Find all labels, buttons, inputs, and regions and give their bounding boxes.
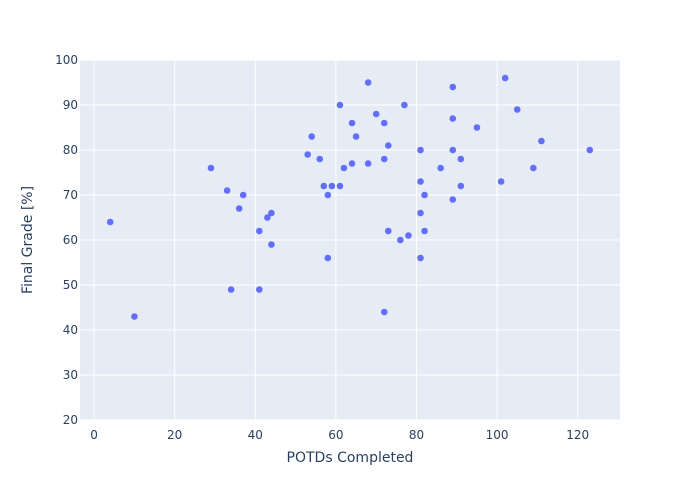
scatter-point: [497, 178, 505, 185]
y-axis-title: Final Grade [%]: [20, 186, 36, 294]
y-axis-tick-labels: 20 30 40 50 60 70 80 90 100: [55, 53, 78, 427]
scatter-point: [397, 236, 404, 244]
x-axis-title: POTDs Completed: [287, 450, 414, 466]
scatter-point: [530, 164, 537, 172]
scatter-point: [268, 209, 275, 217]
scatter-point: [457, 155, 465, 163]
scatter-point: [316, 155, 324, 163]
scatter-point: [513, 106, 521, 113]
scatter-point: [131, 313, 138, 320]
scatter-point: [538, 137, 545, 145]
x-axis-tick-labels: 0 20 40 60 80 100 120: [90, 428, 589, 442]
scatter-point: [320, 182, 328, 190]
scatter-point: [449, 115, 457, 122]
scatter-point: [473, 124, 481, 131]
scatter-point: [324, 254, 332, 262]
scatter-point: [364, 79, 372, 86]
scatter-point: [417, 178, 424, 185]
scatter-point: [449, 196, 457, 203]
scatter-point: [304, 151, 311, 158]
scatter-point: [501, 74, 509, 82]
scatter-point: [380, 119, 388, 127]
scatter-point: [380, 308, 388, 316]
scatter-point: [264, 214, 271, 221]
scatter-point: [106, 218, 114, 226]
scatter-point: [417, 209, 424, 217]
scatter-point: [256, 286, 263, 293]
x-tick-label: 80: [409, 428, 424, 442]
x-tick-label: 120: [566, 428, 589, 442]
scatter-point: [372, 110, 380, 118]
scatter-point: [449, 146, 457, 154]
x-tick-label: 0: [90, 428, 98, 442]
scatter-point: [348, 160, 356, 167]
scatter-point: [437, 164, 444, 172]
scatter-point: [235, 205, 243, 212]
scatter-point: [405, 232, 412, 239]
y-tick-label: 70: [63, 188, 78, 202]
scatter-point: [449, 83, 457, 91]
scatter-point: [336, 182, 344, 190]
scatter-point: [352, 133, 360, 140]
scatter-point: [586, 146, 594, 154]
scatter-point: [364, 160, 372, 167]
scatter-point: [348, 119, 356, 127]
y-tick-label: 50: [63, 278, 78, 292]
x-tick-label: 100: [486, 428, 509, 442]
scatter-point: [401, 101, 408, 109]
scatter-point: [227, 286, 235, 293]
scatter-point: [328, 182, 336, 190]
x-tick-label: 40: [248, 428, 263, 442]
scatter-point: [457, 182, 465, 190]
scatter-markers: [106, 74, 594, 320]
scatter-point: [380, 155, 388, 163]
scatter-point: [207, 164, 215, 172]
scatter-point: [421, 227, 428, 235]
scatter-point: [324, 191, 332, 199]
y-tick-label: 40: [63, 323, 78, 337]
scatter-point: [417, 254, 424, 262]
x-tick-label: 20: [167, 428, 182, 442]
y-tick-label: 20: [63, 413, 78, 427]
scatter-point: [336, 101, 344, 109]
y-tick-label: 90: [63, 98, 78, 112]
scatter-point: [384, 227, 392, 235]
x-tick-label: 60: [328, 428, 343, 442]
y-tick-label: 80: [63, 143, 78, 157]
y-gridlines: [80, 59, 620, 421]
y-tick-label: 100: [55, 53, 78, 67]
y-tick-label: 30: [63, 368, 78, 382]
scatter-point: [421, 191, 428, 199]
scatter-point: [239, 191, 247, 199]
scatter-point: [223, 187, 231, 194]
scatter-point: [384, 142, 392, 149]
scatter-point: [256, 227, 263, 235]
scatter-point: [417, 146, 424, 154]
scatter-point: [308, 133, 316, 140]
scatter-point: [340, 164, 348, 172]
scatter-point: [268, 241, 275, 248]
y-tick-label: 60: [63, 233, 78, 247]
